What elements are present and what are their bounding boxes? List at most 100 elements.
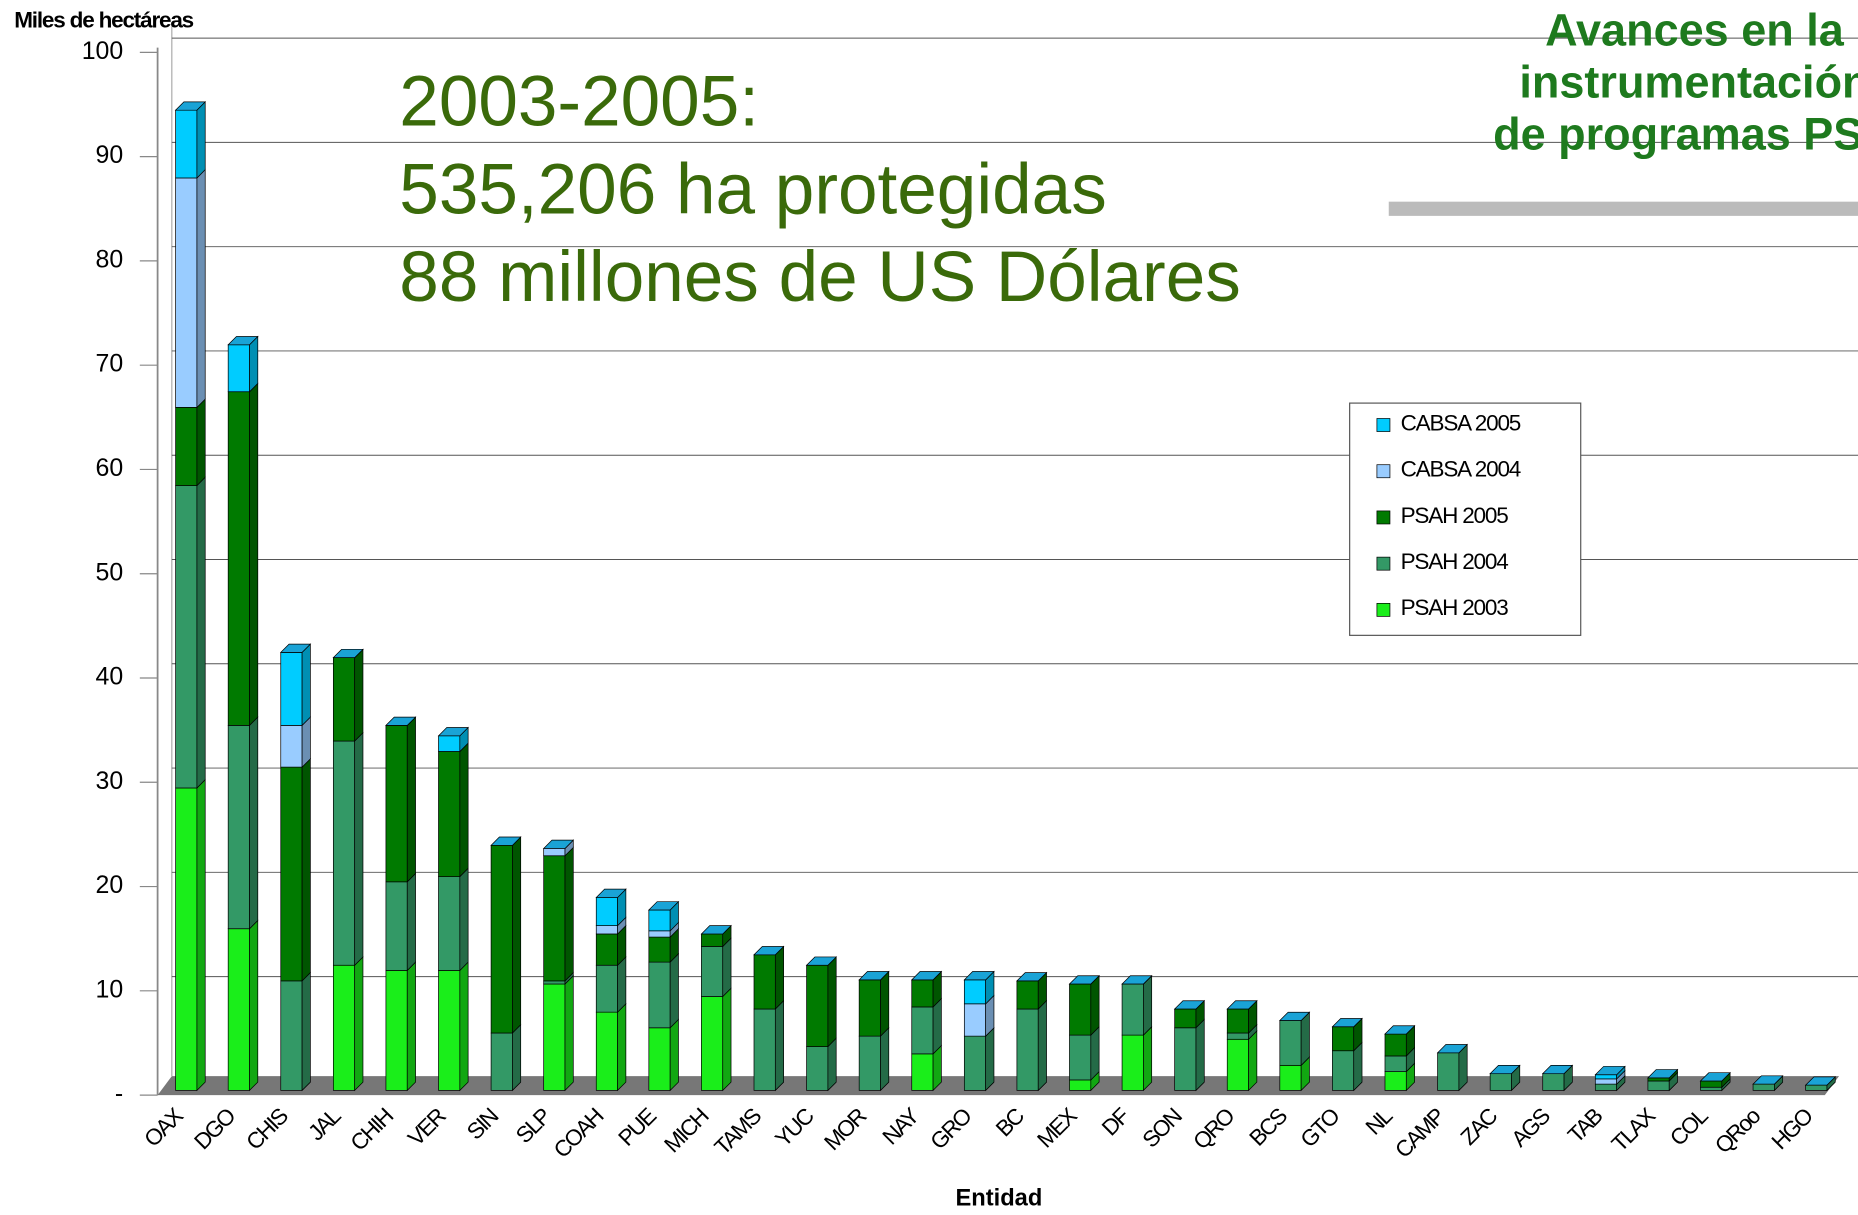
x-tick-label: CHIS [241,1104,292,1155]
bar-side [617,956,627,1014]
bar-face [385,970,408,1091]
bar-segment [1332,1017,1363,1052]
bar-side [1090,1025,1100,1081]
bar-face [701,996,724,1091]
bar-top [1278,1011,1311,1021]
bar-top [963,971,995,981]
bar-side [669,952,679,1029]
bar-segment [753,999,784,1092]
bar-face [595,964,618,1013]
x-tick-label: COL [1665,1103,1713,1151]
bar-top [385,716,417,726]
x-tick-label: SON [1138,1104,1187,1153]
bar-face [1332,1050,1355,1091]
x-tick-label: NL [1361,1103,1397,1139]
bar-segment [1121,1025,1153,1092]
bar-face [806,964,829,1047]
bar-face [1700,1080,1723,1088]
x-axis-label: Entidad [955,1186,1042,1212]
bar-side [1037,999,1047,1092]
bar-side [1090,974,1100,1036]
bar-segment [911,970,942,1008]
x-tick-label: OAX [139,1103,188,1152]
chart-title: Avances en la [1545,4,1845,55]
bar-segment [385,716,416,883]
bar-face [648,936,671,963]
bar-side [617,1003,627,1092]
bar-face [595,1011,618,1091]
bar-face [753,954,776,1010]
bar-face [543,848,566,857]
x-tick-label: ZAC [1456,1103,1503,1150]
bar-face [806,1046,829,1091]
bar-segment [648,952,679,1029]
bar-face [1700,1086,1723,1091]
legend-swatch [1376,464,1391,479]
x-tick-label: GTO [1296,1103,1345,1152]
bar-segment [1384,1062,1415,1092]
bar-segment [227,335,259,393]
x-tick-label: HGO [1767,1103,1818,1154]
x-tick-label: TAB [1563,1104,1607,1148]
bar-face [753,1008,776,1091]
bar-segment [438,867,469,972]
bar-side [196,168,206,409]
y-tick-label: 20 [96,871,124,899]
y-tick-label: 60 [96,454,124,482]
bar-segment [438,961,469,1092]
x-tick-label: MICH [659,1104,713,1158]
x-tick-label: GRO [925,1103,976,1154]
bar-face [1279,1020,1302,1066]
bar-segment [543,846,574,982]
bar-face [438,751,461,877]
bar-face [385,725,408,883]
bar-segment [1069,1025,1100,1081]
bar-side [249,382,259,727]
bar-segment [701,924,732,948]
bar-segment [227,382,259,727]
bar-face [1174,1027,1197,1091]
bar-face [1594,1074,1617,1080]
bar-side [827,1037,837,1092]
x-tick-label: BCS [1244,1104,1291,1151]
bar-top [1384,1025,1416,1035]
legend: PSAH 2003 PSAH 2004 PSAH 2005 CABSA 2004 CAB… [1349,402,1582,636]
bar-face [1332,1026,1355,1052]
bar-face [490,1032,513,1091]
bar-face [1752,1083,1775,1091]
bar-face [963,1003,987,1037]
bar-side [301,757,311,982]
legend-label: PSAH 2003 [1401,595,1509,620]
bar-side [880,970,890,1038]
bar-side [406,716,416,883]
x-tick-label: MOR [819,1103,871,1155]
bar-side [827,956,837,1048]
bar-segment [1174,1018,1205,1092]
legend-label: PSAH 2004 [1401,549,1509,574]
bar-face [438,735,461,752]
bar-face [963,1035,987,1091]
bar-top [1121,975,1153,985]
bar-side [1248,1030,1258,1092]
bar-side [249,335,259,393]
legend-swatch [1376,556,1391,571]
bar-face [227,344,250,393]
bar-face [385,881,408,971]
bar-side [512,836,522,1034]
bar-segment [490,836,522,1034]
x-tick-label: NAY [878,1103,925,1150]
bar-segment [1437,1043,1468,1092]
bar-side [774,999,784,1092]
bar-segment [1226,999,1258,1034]
bar-top [805,956,838,966]
bar-face [1226,1038,1249,1091]
bar-side [722,987,732,1092]
bar-segment [1226,1030,1258,1092]
bar-face [332,657,356,742]
y-axis-label: Miles de hectáreas [14,7,193,32]
bar-face [280,652,303,726]
bar-side [196,101,206,179]
bar-side [564,974,574,1092]
bar-face [1647,1080,1670,1091]
bar-segment [858,1026,890,1092]
